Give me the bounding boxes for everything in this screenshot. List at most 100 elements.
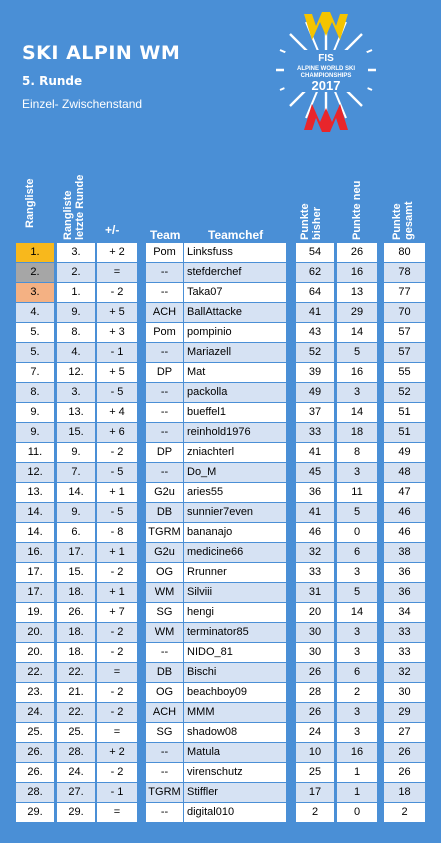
points-total-cell: 2 [384, 803, 425, 822]
diff-cell: + 3 [97, 323, 137, 342]
team-cell: -- [146, 403, 183, 422]
table-row: 24. 22. - 2 ACH MMM 26 3 29 [0, 703, 441, 722]
points-new-cell: 16 [337, 363, 377, 382]
teamchef-cell: MMM [184, 703, 286, 722]
teamchef-cell: zniachterl [184, 443, 286, 462]
table-row: 13. 14. + 1 G2u aries55 36 11 47 [0, 483, 441, 502]
last-round-cell: 18. [57, 643, 95, 662]
page-title: SKI ALPIN WM [22, 42, 181, 64]
diff-cell: + 5 [97, 363, 137, 382]
teamchef-cell: bueffel1 [184, 403, 286, 422]
team-cell: WM [146, 623, 183, 642]
rank-cell: 17. [16, 563, 54, 582]
points-new-cell: 2 [337, 683, 377, 702]
teamchef-cell: Matula [184, 743, 286, 762]
fis-championship-logo: FIS ALPINE WORLD SKI CHAMPIONSHIPS 2017 [276, 12, 376, 132]
points-new-cell: 6 [337, 543, 377, 562]
points-before-cell: 2 [296, 803, 334, 822]
rank-cell: 22. [16, 663, 54, 682]
rank-cell: 13. [16, 483, 54, 502]
diff-cell: + 6 [97, 423, 137, 442]
diff-cell: = [97, 663, 137, 682]
svg-text:FIS: FIS [318, 53, 334, 64]
points-total-cell: 70 [384, 303, 425, 322]
last-round-cell: 25. [57, 723, 95, 742]
points-new-cell: 16 [337, 263, 377, 282]
diff-cell: + 1 [97, 583, 137, 602]
points-total-cell: 48 [384, 463, 425, 482]
last-round-cell: 13. [57, 403, 95, 422]
points-total-cell: 29 [384, 703, 425, 722]
diff-cell: - 2 [97, 443, 137, 462]
last-round-cell: 15. [57, 563, 95, 582]
points-total-cell: 51 [384, 403, 425, 422]
rank-cell: 9. [16, 423, 54, 442]
table-row: 20. 18. - 2 WM terminator85 30 3 33 [0, 623, 441, 642]
rank-cell: 25. [16, 723, 54, 742]
points-total-cell: 46 [384, 503, 425, 522]
table-row: 26. 28. + 2 -- Matula 10 16 26 [0, 743, 441, 762]
points-new-cell: 8 [337, 443, 377, 462]
team-cell: DP [146, 363, 183, 382]
points-new-cell: 3 [337, 563, 377, 582]
points-total-cell: 38 [384, 543, 425, 562]
points-before-cell: 30 [296, 643, 334, 662]
teamchef-cell: medicine66 [184, 543, 286, 562]
table-row: 5. 8. + 3 Pom pompinio 43 14 57 [0, 323, 441, 342]
teamchef-cell: Mariazell [184, 343, 286, 362]
diff-cell: - 2 [97, 763, 137, 782]
rank-cell: 17. [16, 583, 54, 602]
svg-text:2017: 2017 [312, 78, 341, 93]
teamchef-cell: beachboy09 [184, 683, 286, 702]
header-team: Team [150, 228, 181, 242]
teamchef-cell: virenschutz [184, 763, 286, 782]
points-new-cell: 5 [337, 343, 377, 362]
table-row: 9. 13. + 4 -- bueffel1 37 14 51 [0, 403, 441, 422]
points-total-cell: 57 [384, 323, 425, 342]
teamchef-cell: packolla [184, 383, 286, 402]
team-cell: -- [146, 263, 183, 282]
team-cell: ACH [146, 703, 183, 722]
team-cell: G2u [146, 543, 183, 562]
team-cell: SG [146, 723, 183, 742]
table-row: 20. 18. - 2 -- NIDO_81 30 3 33 [0, 643, 441, 662]
teamchef-cell: bananajo [184, 523, 286, 542]
rank-cell: 29. [16, 803, 54, 822]
rank-cell: 26. [16, 743, 54, 762]
rank-cell: 14. [16, 523, 54, 542]
team-cell: DP [146, 443, 183, 462]
points-total-cell: 27 [384, 723, 425, 742]
rank-cell: 5. [16, 323, 54, 342]
points-total-cell: 80 [384, 243, 425, 262]
rank-cell: 3. [16, 283, 54, 302]
team-cell: -- [146, 463, 183, 482]
last-round-cell: 17. [57, 543, 95, 562]
table-row: 23. 21. - 2 OG beachboy09 28 2 30 [0, 683, 441, 702]
points-before-cell: 33 [296, 563, 334, 582]
diff-cell: = [97, 803, 137, 822]
diff-cell: - 5 [97, 383, 137, 402]
diff-cell: - 2 [97, 623, 137, 642]
last-round-cell: 4. [57, 343, 95, 362]
table-row: 5. 4. - 1 -- Mariazell 52 5 57 [0, 343, 441, 362]
teamchef-cell: Stiffler [184, 783, 286, 802]
team-cell: OG [146, 563, 183, 582]
points-total-cell: 34 [384, 603, 425, 622]
header-punkte-neu: Punkte neu [351, 180, 363, 240]
svg-text:CHAMPIONSHIPS: CHAMPIONSHIPS [301, 73, 352, 79]
points-new-cell: 5 [337, 503, 377, 522]
table-row: 29. 29. = -- digital010 2 0 2 [0, 803, 441, 822]
header-rangliste: Rangliste [24, 178, 36, 228]
teamchef-cell: Silviii [184, 583, 286, 602]
diff-cell: - 2 [97, 643, 137, 662]
points-before-cell: 41 [296, 503, 334, 522]
table-row: 12. 7. - 5 -- Do_M 45 3 48 [0, 463, 441, 482]
table-row: 17. 18. + 1 WM Silviii 31 5 36 [0, 583, 441, 602]
table-row: 9. 15. + 6 -- reinhold1976 33 18 51 [0, 423, 441, 442]
last-round-cell: 22. [57, 703, 95, 722]
team-cell: -- [146, 423, 183, 442]
points-before-cell: 30 [296, 623, 334, 642]
table-row: 19. 26. + 7 SG hengi 20 14 34 [0, 603, 441, 622]
teamchef-cell: terminator85 [184, 623, 286, 642]
